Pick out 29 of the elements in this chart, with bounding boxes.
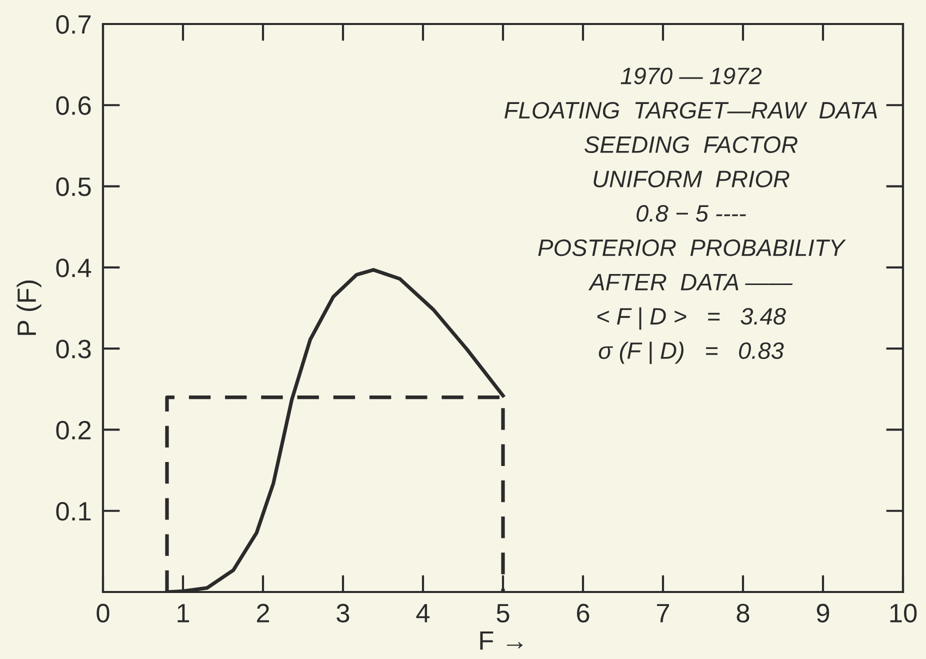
y-tick-label: 0.1 bbox=[56, 502, 91, 521]
y-tick-label: 0.3 bbox=[56, 340, 91, 358]
x-tick-label: 4 bbox=[416, 604, 430, 622]
x-tick-label: 5 bbox=[496, 604, 510, 622]
annotation: SEEDING FACTOR bbox=[584, 136, 798, 154]
y-tick-label: 0.7 bbox=[56, 15, 91, 34]
x-tick-label: 9 bbox=[816, 604, 830, 622]
x-tick-label: 6 bbox=[577, 604, 590, 622]
x-tick-label: 7 bbox=[657, 604, 670, 622]
x-tick-label: 8 bbox=[736, 604, 750, 622]
annotation: 1970 — 1972 bbox=[620, 68, 762, 84]
x-tick-label: 0 bbox=[96, 604, 110, 622]
y-tick-label: 0.5 bbox=[56, 177, 91, 196]
annotation: AFTER DATA —— bbox=[588, 274, 793, 290]
annotation: UNIFORM PRIOR bbox=[594, 170, 790, 188]
x-tick-label: 2 bbox=[256, 604, 270, 622]
annotation: 0.8 − 5 ---- bbox=[636, 205, 746, 222]
annotation: < F | D > = 3.48 bbox=[597, 307, 786, 330]
annotation: POSTERIOR PROBABILITY bbox=[538, 239, 846, 256]
x-tick-label: 10 bbox=[890, 604, 917, 622]
y-tick-label: 0.4 bbox=[56, 258, 92, 278]
x-tick-label: 3 bbox=[336, 604, 350, 622]
annotation: FLOATING TARGET—RAW DATA bbox=[504, 102, 877, 119]
y-tick-label: 0.2 bbox=[56, 420, 91, 440]
x-axis-title: F → bbox=[480, 631, 523, 650]
annotation: σ (F | D) = 0.83 bbox=[598, 342, 784, 364]
x-tick-label: 1 bbox=[178, 604, 190, 622]
y-axis-title: P (F) bbox=[16, 280, 42, 335]
y-tick-label: 0.6 bbox=[56, 96, 91, 115]
